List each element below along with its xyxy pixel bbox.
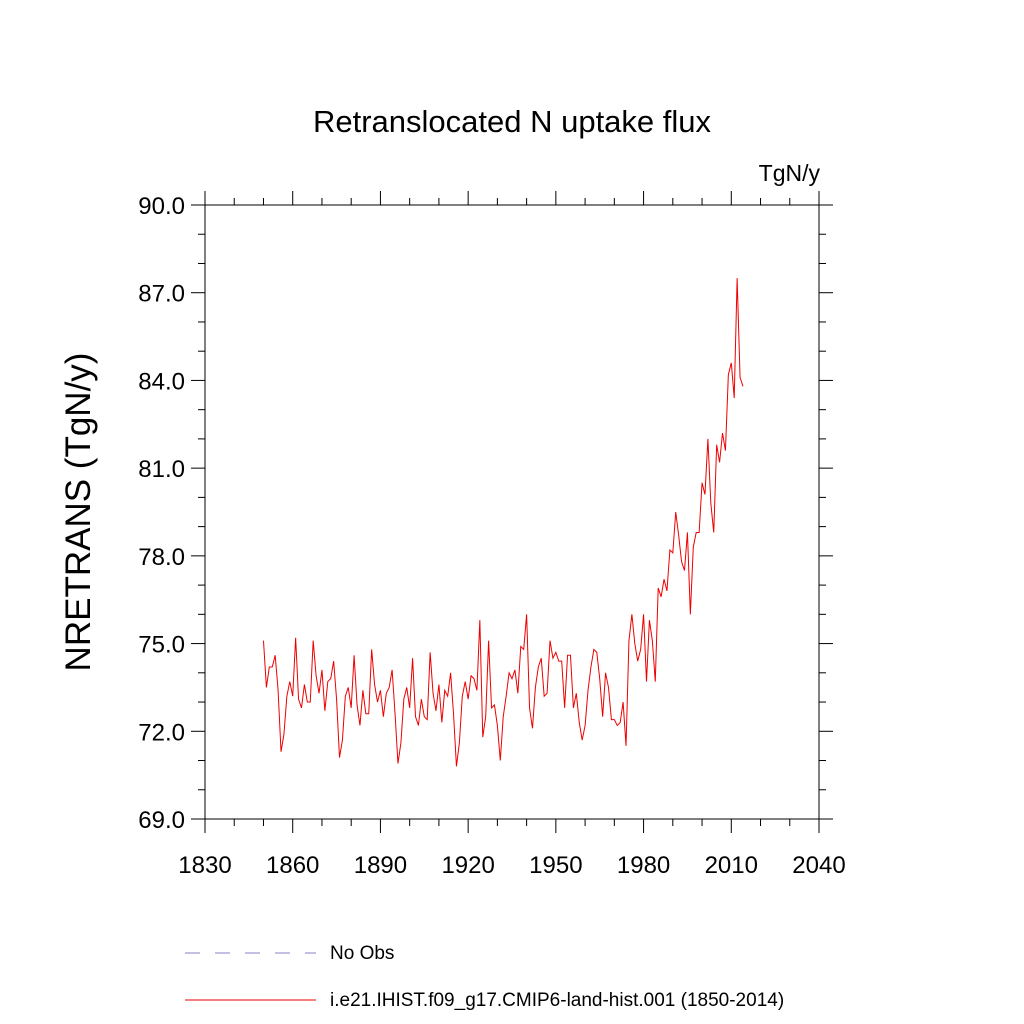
x-tick-label: 1950 bbox=[529, 852, 582, 879]
y-tick-label: 90.0 bbox=[138, 193, 185, 220]
x-tick-label: 1980 bbox=[617, 852, 670, 879]
series-line bbox=[262, 278, 744, 767]
chart-title: Retranslocated N uptake flux bbox=[313, 104, 712, 139]
units-label: TgN/y bbox=[759, 160, 821, 186]
x-tick-label: 2040 bbox=[792, 852, 845, 879]
y-tick-label: 81.0 bbox=[138, 456, 185, 483]
x-tick-label: 1920 bbox=[441, 852, 494, 879]
legend: No Obs i.e21.IHIST.f09_g17.CMIP6-land-hi… bbox=[185, 943, 784, 1011]
axis-ticks bbox=[191, 191, 833, 833]
x-tick-labels: 1830 1860 1890 1920 1950 1980 2010 2040 bbox=[178, 852, 845, 879]
y-axis-label: NRETRANS (TgN/y) bbox=[59, 353, 98, 672]
y-tick-label: 78.0 bbox=[138, 544, 185, 571]
y-tick-label: 87.0 bbox=[138, 281, 185, 308]
x-tick-label: 2010 bbox=[705, 852, 758, 879]
legend-label-model: i.e21.IHIST.f09_g17.CMIP6-land-hist.001 … bbox=[330, 990, 784, 1011]
y-tick-label: 69.0 bbox=[138, 807, 185, 834]
y-tick-label: 84.0 bbox=[138, 368, 185, 395]
x-tick-label: 1830 bbox=[178, 852, 231, 879]
y-tick-label: 75.0 bbox=[138, 632, 185, 659]
x-tick-label: 1890 bbox=[354, 852, 407, 879]
y-tick-label: 72.0 bbox=[138, 719, 185, 746]
x-tick-label: 1860 bbox=[266, 852, 319, 879]
y-tick-labels: 69.0 72.0 75.0 78.0 81.0 84.0 87.0 90.0 bbox=[138, 193, 185, 834]
legend-label-no-obs: No Obs bbox=[330, 943, 394, 964]
plot-frame bbox=[204, 204, 820, 820]
